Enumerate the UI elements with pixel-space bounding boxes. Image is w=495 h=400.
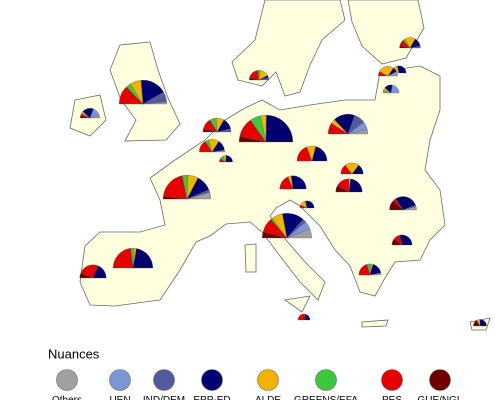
pie-segment (348, 178, 363, 193)
pie-segment (303, 314, 311, 321)
pie-segment (397, 65, 407, 74)
legend-title: Nuances (48, 346, 100, 361)
legend-label: EPP-ED (193, 395, 230, 400)
pie-segment (211, 150, 225, 153)
pie-segment (225, 155, 233, 163)
legend-label: ALDE (255, 395, 281, 400)
legend-label: IND/DEM (143, 395, 185, 400)
pie-segment (311, 146, 328, 162)
legend-label: PES (382, 395, 402, 400)
legend-label: Others (52, 395, 82, 400)
pie-segment (258, 77, 269, 81)
legend-swatch (381, 369, 403, 391)
pie-segment (92, 265, 107, 279)
pie-segment (305, 200, 315, 209)
pie-segment (186, 192, 211, 200)
legend-swatch (429, 369, 451, 391)
legend-label: GUE/NGL (417, 395, 462, 400)
legend: Others UEN IND/DEM EPP-ED ALDE GREENS/EFA PES G… (52, 369, 463, 400)
legend-swatch (153, 369, 175, 391)
pie-segment (409, 45, 421, 49)
pie-segment (142, 101, 167, 105)
sardinia (244, 243, 257, 273)
finland (347, 0, 425, 65)
pie-segment (291, 175, 307, 190)
pie-segment (479, 319, 487, 327)
pie-segment (216, 128, 232, 133)
pie-segment (402, 206, 417, 211)
pie-segment (132, 248, 153, 269)
land (69, 0, 491, 331)
pie-segment (89, 115, 100, 119)
scandinavia (231, 0, 346, 97)
legend-swatch (56, 369, 78, 391)
legend-swatch (201, 369, 223, 391)
legend-label: UEN (109, 395, 130, 400)
legend-swatch (257, 369, 279, 391)
legend-label: GREENS/EFA (294, 395, 358, 400)
sicily (283, 295, 311, 313)
pie-segment (351, 164, 364, 175)
pie-segment (265, 114, 294, 143)
legend-swatch (315, 369, 337, 391)
pie-segment (399, 234, 413, 246)
crete (361, 319, 389, 328)
legend-swatch (109, 369, 131, 391)
pie-segment (369, 272, 382, 276)
pie-segment (390, 84, 400, 94)
pie-segment (286, 228, 312, 239)
pie-segment (347, 129, 368, 135)
pie-layer (79, 37, 487, 327)
pie-segment (387, 71, 398, 77)
